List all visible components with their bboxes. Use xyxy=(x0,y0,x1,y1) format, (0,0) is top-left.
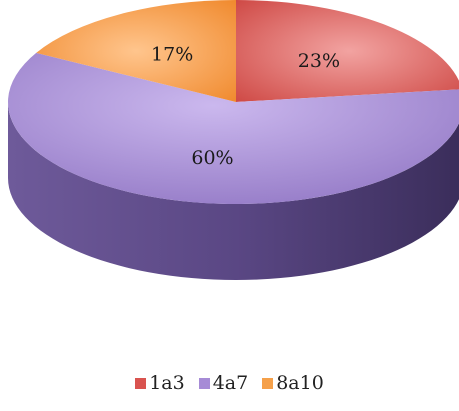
slice-value-label-4a7: 60% xyxy=(191,147,233,169)
slice-value-label-8a10: 17% xyxy=(151,44,193,66)
legend-label: 1a3 xyxy=(149,372,185,394)
legend-swatch xyxy=(262,378,273,389)
pie-slice-1a3 xyxy=(236,0,459,102)
legend-item-8a10: 8a10 xyxy=(262,372,324,394)
legend-item-1a3: 1a3 xyxy=(135,372,185,394)
legend: 1a3 4a7 8a10 xyxy=(0,368,459,398)
legend-label: 4a7 xyxy=(213,372,249,394)
legend-swatch xyxy=(199,378,210,389)
legend-label: 8a10 xyxy=(276,372,324,394)
legend-item-4a7: 4a7 xyxy=(199,372,249,394)
legend-swatch xyxy=(135,378,146,389)
slice-value-label-1a3: 23% xyxy=(298,50,340,72)
